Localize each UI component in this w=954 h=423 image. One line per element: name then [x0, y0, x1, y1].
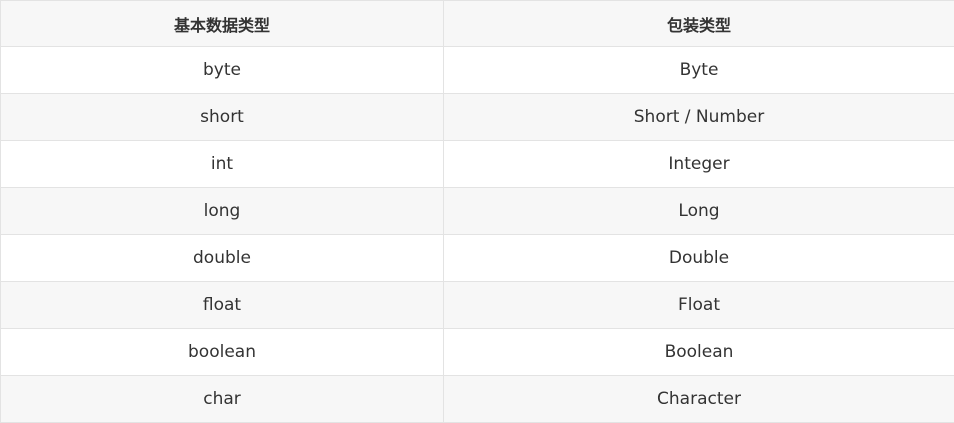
wrapper-type-cell: Float: [444, 282, 954, 329]
primitive-type-cell: byte: [1, 47, 444, 94]
primitive-type-cell: double: [1, 235, 444, 282]
table-row: int Integer: [1, 141, 954, 188]
wrapper-type-cell: Character: [444, 376, 954, 423]
primitive-type-cell: boolean: [1, 329, 444, 376]
wrapper-type-cell: Boolean: [444, 329, 954, 376]
table-row: char Character: [1, 376, 954, 423]
table-row: byte Byte: [1, 47, 954, 94]
primitive-type-cell: float: [1, 282, 444, 329]
wrapper-type-cell: Integer: [444, 141, 954, 188]
primitive-type-cell: int: [1, 141, 444, 188]
wrapper-type-cell: Double: [444, 235, 954, 282]
table-row: long Long: [1, 188, 954, 235]
table-row: double Double: [1, 235, 954, 282]
header-primitive-type: 基本数据类型: [1, 1, 444, 47]
wrapper-type-cell: Long: [444, 188, 954, 235]
primitive-type-cell: long: [1, 188, 444, 235]
wrapper-type-cell: Byte: [444, 47, 954, 94]
table-row: short Short / Number: [1, 94, 954, 141]
table-row: float Float: [1, 282, 954, 329]
table-header-row: 基本数据类型 包装类型: [1, 1, 954, 47]
primitive-type-cell: short: [1, 94, 444, 141]
wrapper-type-cell: Short / Number: [444, 94, 954, 141]
header-wrapper-type: 包装类型: [444, 1, 954, 47]
table-row: boolean Boolean: [1, 329, 954, 376]
primitive-type-cell: char: [1, 376, 444, 423]
